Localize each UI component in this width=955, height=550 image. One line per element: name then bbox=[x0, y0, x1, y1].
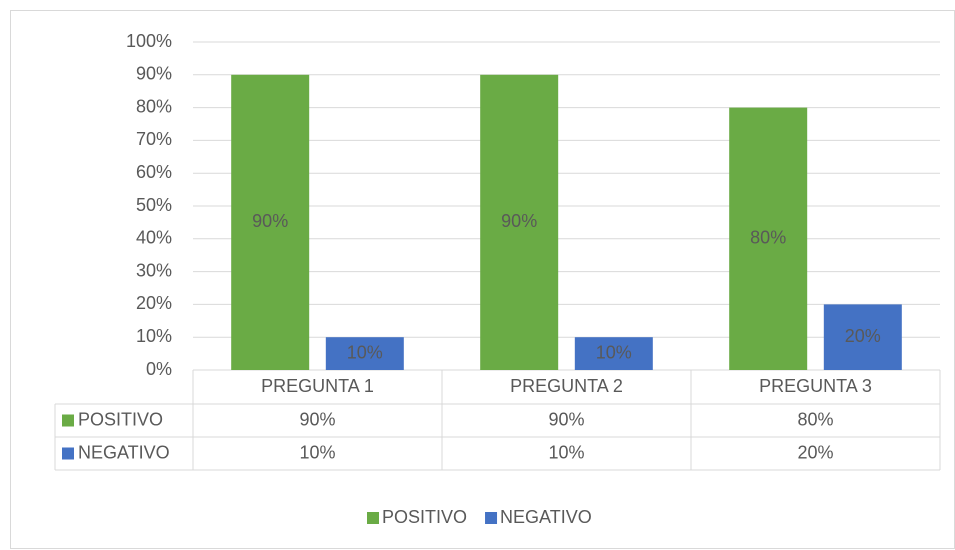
table-legend-key bbox=[62, 447, 74, 460]
bar bbox=[729, 107, 808, 370]
x-tick-label: PREGUNTA 3 bbox=[759, 376, 872, 396]
bar bbox=[574, 337, 653, 370]
data-label: 80% bbox=[750, 228, 786, 248]
y-tick-label: 100% bbox=[126, 31, 172, 51]
y-tick-label: 50% bbox=[136, 195, 172, 215]
data-label: 10% bbox=[347, 342, 383, 362]
y-tick-label: 80% bbox=[136, 96, 172, 116]
bar bbox=[480, 74, 559, 371]
bar bbox=[231, 74, 310, 371]
table-row-header: POSITIVO bbox=[78, 409, 163, 429]
y-tick-label: 10% bbox=[136, 326, 172, 346]
legend-key bbox=[485, 512, 498, 524]
legend-key bbox=[367, 512, 379, 524]
bar bbox=[325, 337, 404, 370]
x-tick-label: PREGUNTA 1 bbox=[261, 376, 374, 396]
table-cell: 90% bbox=[548, 409, 584, 429]
y-tick-label: 70% bbox=[136, 129, 172, 149]
data-label: 10% bbox=[596, 342, 632, 362]
table-cell: 10% bbox=[548, 442, 584, 462]
data-label: 90% bbox=[252, 211, 288, 231]
table-row-header: NEGATIVO bbox=[78, 442, 170, 462]
x-tick-label: PREGUNTA 2 bbox=[510, 376, 623, 396]
y-tick-label: 60% bbox=[136, 162, 172, 182]
y-tick-label: 40% bbox=[136, 228, 172, 248]
y-tick-label: 90% bbox=[136, 64, 172, 84]
y-tick-label: 20% bbox=[136, 293, 172, 313]
legend-label: POSITIVO bbox=[382, 507, 467, 527]
data-label: 90% bbox=[501, 211, 537, 231]
table-cell: 80% bbox=[797, 409, 833, 429]
y-tick-label: 30% bbox=[136, 260, 172, 280]
bar bbox=[823, 304, 902, 370]
table-cell: 20% bbox=[797, 442, 833, 462]
data-label: 20% bbox=[845, 326, 881, 346]
y-tick-label: 0% bbox=[146, 359, 172, 379]
table-cell: 90% bbox=[299, 409, 335, 429]
legend-label: NEGATIVO bbox=[500, 507, 592, 527]
table-legend-key bbox=[62, 414, 74, 427]
table-cell: 10% bbox=[299, 442, 335, 462]
